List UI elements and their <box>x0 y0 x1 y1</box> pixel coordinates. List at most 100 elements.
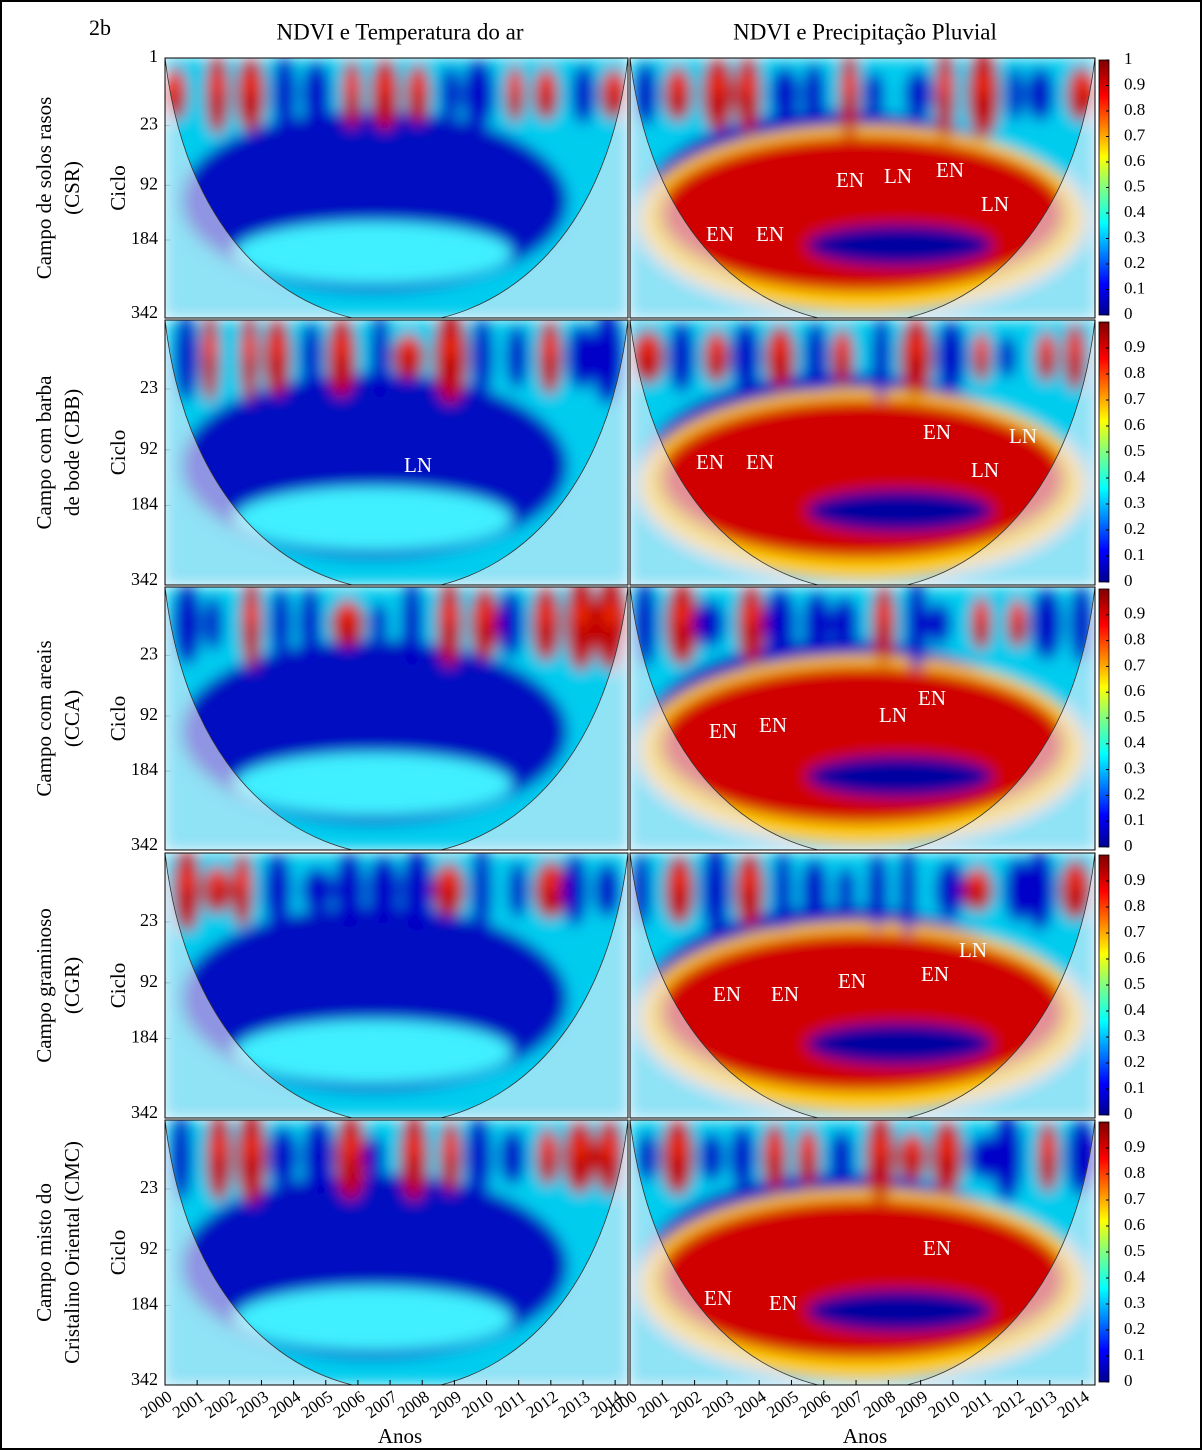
blob <box>542 1133 553 1160</box>
heatmap-blobs <box>630 58 1095 318</box>
blob <box>408 1133 419 1160</box>
x-tick-label: 2001 <box>634 1387 673 1422</box>
y-tick-label: 92 <box>140 1238 158 1258</box>
blob <box>677 600 688 627</box>
cone-mask <box>630 1120 1095 1385</box>
blob <box>205 333 216 360</box>
blob <box>234 752 513 816</box>
cone-mask <box>630 58 1095 318</box>
annotation: EN <box>706 222 734 246</box>
blob <box>333 853 365 929</box>
colorbar-tick-label: 1 <box>1124 49 1133 68</box>
y-tick-label: 342 <box>131 569 158 589</box>
colorbar-tick-label: 0.1 <box>1124 545 1145 564</box>
colorbar-tick-label: 0.2 <box>1124 1052 1145 1071</box>
heatmap-blobs <box>165 58 628 318</box>
blob <box>1031 587 1063 661</box>
colorbar-tick-label: 0.1 <box>1124 1345 1145 1364</box>
heatmap <box>165 853 628 1118</box>
blob <box>301 61 331 128</box>
blob <box>508 861 528 919</box>
blob <box>1070 866 1081 893</box>
colorbar-tick-label: 0 <box>1124 836 1133 855</box>
blob <box>770 67 800 122</box>
row-label: (CSR) <box>60 161 84 215</box>
blob <box>499 1129 526 1185</box>
blob <box>742 71 753 97</box>
colorbar-tick-label: 0.4 <box>1124 467 1146 486</box>
blob <box>837 333 848 360</box>
x-tick-label: 2009 <box>426 1387 465 1422</box>
blob <box>206 1120 233 1202</box>
colorbar-tick-label: 0.2 <box>1124 1319 1145 1338</box>
blob <box>907 1133 918 1160</box>
blob <box>911 333 922 360</box>
blob <box>806 224 993 266</box>
colorbar-tick-label: 0.5 <box>1124 1241 1145 1260</box>
blob <box>863 71 885 118</box>
y-axis-label: Ciclo <box>106 963 130 1009</box>
x-tick-label: 2003 <box>699 1387 738 1422</box>
x-tick-label: 2010 <box>458 1387 497 1422</box>
colorbar-tick-label: 0.7 <box>1124 922 1146 941</box>
annotation: EN <box>923 1236 951 1260</box>
blob <box>214 1133 225 1160</box>
x-tick-label: 2010 <box>925 1387 964 1422</box>
blob <box>246 1133 257 1160</box>
colorbar-tick-label: 0.6 <box>1124 948 1145 967</box>
panel-border <box>629 57 1096 319</box>
x-tick-label: 2007 <box>828 1387 867 1422</box>
x-tick-label: 2013 <box>555 1387 594 1422</box>
blob <box>830 596 859 651</box>
row-label: de bode (CBB) <box>60 389 84 516</box>
blob <box>935 320 967 395</box>
colorbar-tick-label: 0.6 <box>1124 415 1145 434</box>
blob <box>335 1120 367 1201</box>
panel-border <box>164 852 629 1119</box>
y-tick-label: 184 <box>131 494 158 514</box>
blob <box>174 320 199 402</box>
annotation: EN <box>923 420 951 444</box>
colorbar-tick-label: 0.7 <box>1124 655 1146 674</box>
blob <box>997 335 1017 379</box>
cone-mask <box>165 587 628 850</box>
colorbar-tick-label: 0.4 <box>1124 202 1146 221</box>
blob <box>367 855 400 925</box>
annotation: EN <box>704 1286 732 1310</box>
annotation: EN <box>769 1291 797 1315</box>
x-tick-label: 2007 <box>362 1387 401 1422</box>
blob <box>828 1130 854 1184</box>
colorbar-tick-label: 0.9 <box>1124 604 1145 623</box>
heatmap-blobs <box>165 853 628 1118</box>
blob <box>566 324 597 390</box>
blob <box>731 322 760 393</box>
blob <box>370 320 390 403</box>
blob <box>763 587 796 660</box>
row-label: Campo de solos rasos <box>32 97 56 280</box>
cone-mask <box>630 853 1095 1118</box>
colorbar-tick-label: 0.2 <box>1124 253 1145 272</box>
y-tick-label: 184 <box>131 228 158 248</box>
column-title: NDVI e Temperatura do ar <box>276 19 523 44</box>
blob <box>934 860 966 920</box>
blob <box>565 587 597 671</box>
heatmap <box>630 587 1095 850</box>
blob <box>412 71 423 97</box>
blob <box>636 1132 659 1182</box>
heatmap <box>165 320 628 585</box>
blob <box>806 1022 993 1065</box>
annotation: LN <box>971 458 999 482</box>
blob <box>298 587 322 662</box>
panel-border <box>629 586 1096 851</box>
blob <box>940 71 951 97</box>
y-tick-label: 92 <box>140 174 158 194</box>
blob <box>544 333 555 360</box>
colorbar-tick-label: 0.8 <box>1124 363 1145 382</box>
y-tick-label: 23 <box>140 1177 158 1197</box>
blob <box>991 1120 1024 1203</box>
colorbar-tick-label: 0.8 <box>1124 896 1145 915</box>
blob <box>729 1125 755 1189</box>
colorbar-tick-label: 0.9 <box>1124 74 1145 93</box>
cone-mask <box>630 587 1095 850</box>
